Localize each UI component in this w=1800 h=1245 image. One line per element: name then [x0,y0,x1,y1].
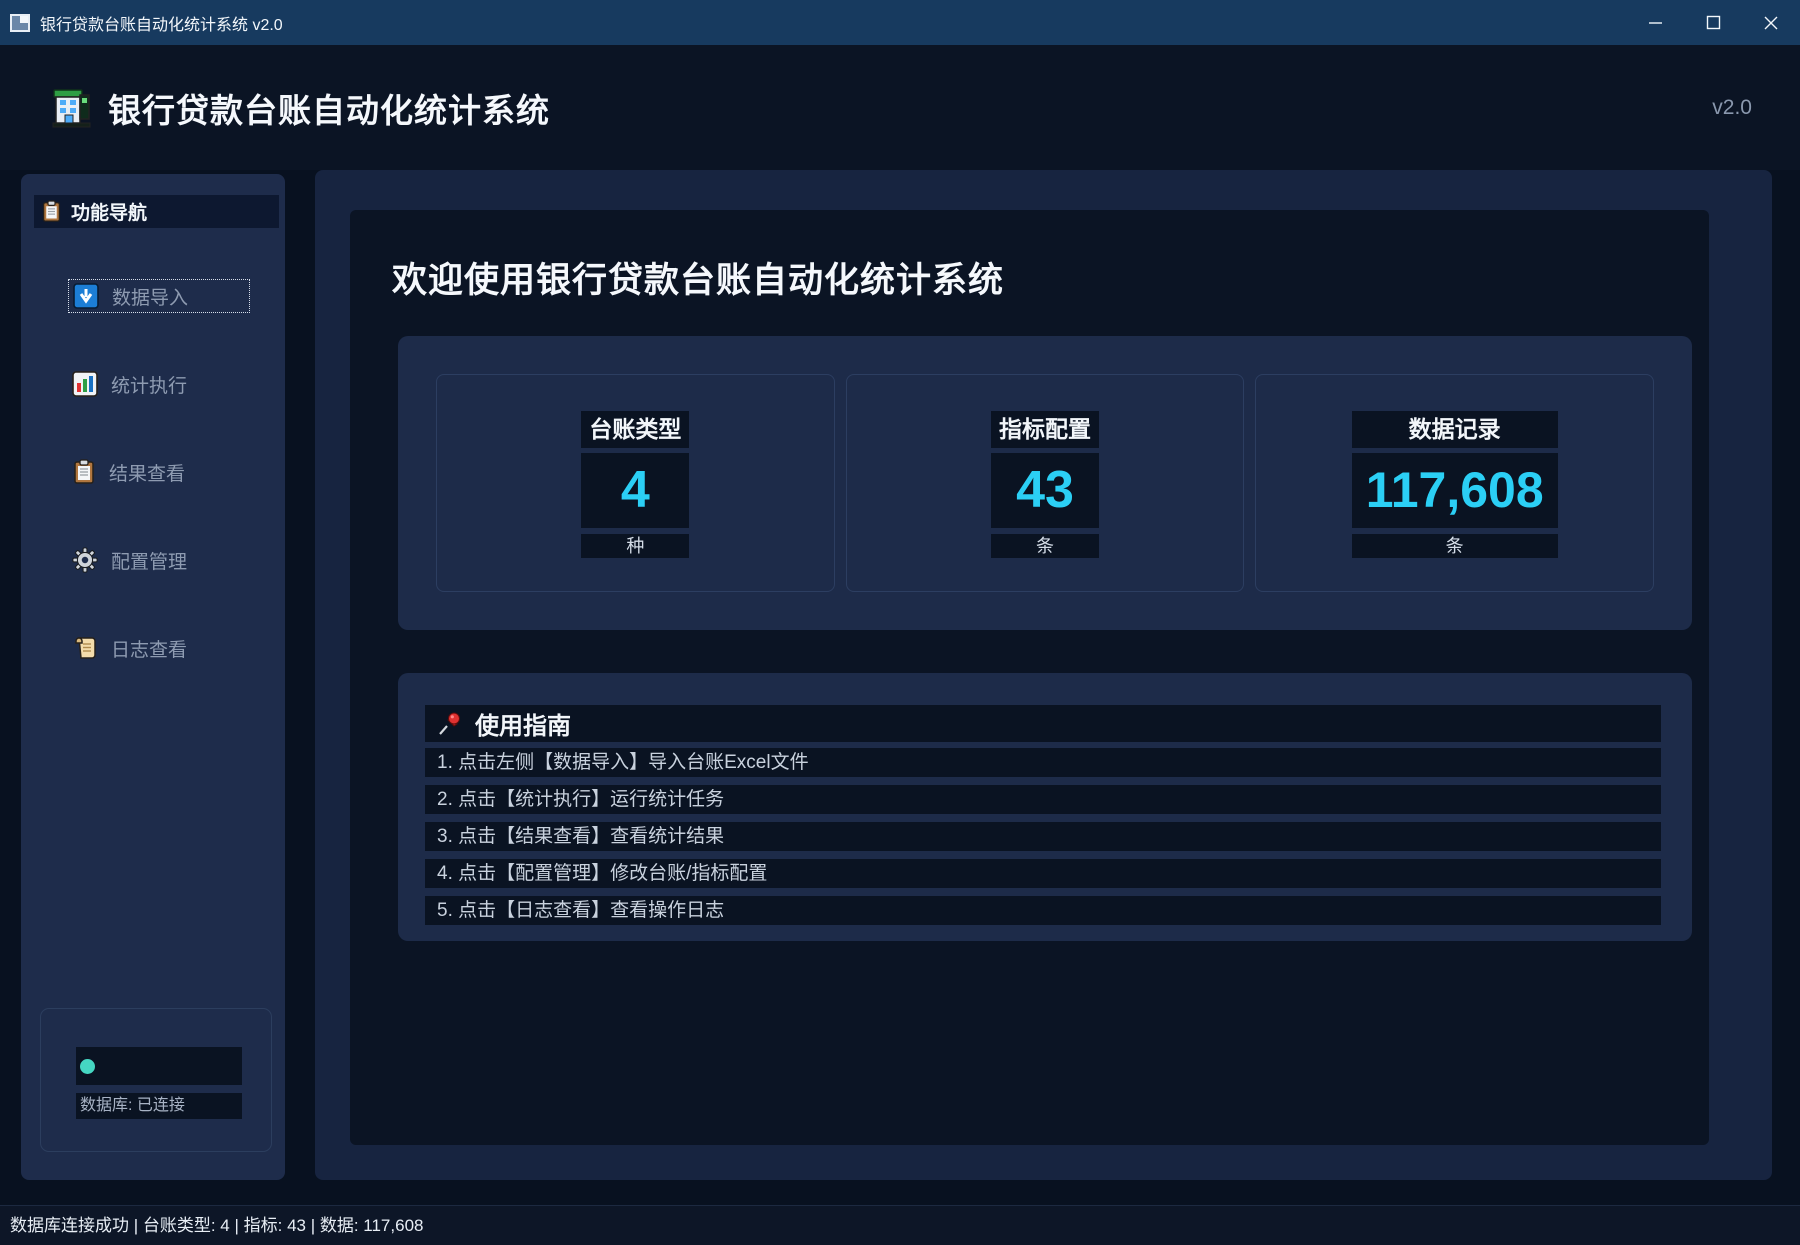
sidebar-item-label: 结果查看 [109,463,186,485]
guide-step-5: 5. 点击【日志查看】查看操作日志 [425,896,1661,925]
stat-value: 43 [991,453,1099,528]
stat-card-indicator-config: 指标配置 43 条 [845,374,1245,592]
database-status-label: 数据库: 已连接 [76,1093,242,1119]
stat-unit: 条 [1351,534,1558,558]
usage-guide-panel: 使用指南 1. 点击左侧【数据导入】导入台账Excel文件 2. 点击【统计执行… [398,673,1692,941]
window-title: 银行贷款台账自动化统计系统 v2.0 [40,16,283,34]
stat-label: 数据记录 [1351,411,1558,448]
guide-step-4: 4. 点击【配置管理】修改台账/指标配置 [425,859,1661,888]
stat-label: 台账类型 [581,411,690,448]
close-button[interactable] [1742,0,1800,45]
maximize-button[interactable] [1684,0,1742,45]
stat-value: 117,608 [1351,453,1558,528]
main-content-area: 欢迎使用银行贷款台账自动化统计系统 台账类型 4 种 指标配置 43 条 数据记… [315,170,1772,1180]
download-arrow-icon [73,283,99,309]
stats-summary-panel: 台账类型 4 种 指标配置 43 条 数据记录 117,608 条 [398,336,1692,630]
database-status-box: 数据库: 已连接 [40,1008,272,1152]
app-header: 银行贷款台账自动化统计系统 v2.0 [0,45,1800,170]
guide-step-3: 3. 点击【结果查看】查看统计结果 [425,822,1661,851]
scroll-icon [72,635,98,661]
window-titlebar: 银行贷款台账自动化统计系统 v2.0 [0,0,1800,45]
sidebar-item-label: 统计执行 [111,375,188,397]
stat-label: 指标配置 [991,411,1099,448]
stat-card-ledger-types: 台账类型 4 种 [436,374,835,592]
sidebar-item-view-results[interactable]: 结果查看 [68,455,250,489]
sidebar-item-label: 数据导入 [112,287,189,309]
usage-guide-header: 使用指南 [425,705,1661,742]
gear-icon [72,547,98,573]
sidebar-item-run-statistics[interactable]: 统计执行 [68,367,250,401]
stat-value: 4 [581,453,690,528]
app-title: 银行贷款台账自动化统计系统 [108,91,550,129]
stat-unit: 种 [581,534,690,558]
sidebar-item-data-import[interactable]: 数据导入 [68,279,250,313]
stat-unit: 条 [991,534,1099,558]
sidebar-item-view-logs[interactable]: 日志查看 [68,631,250,665]
bar-chart-icon [72,371,98,397]
pushpin-icon [437,711,463,737]
sidebar-header: 功能导航 [34,195,279,228]
sidebar-nav-panel: 功能导航 数据导入 统计执行 [21,174,285,1180]
sidebar-item-label: 日志查看 [111,639,188,661]
guide-step-1: 1. 点击左侧【数据导入】导入台账Excel文件 [425,748,1661,777]
clipboard-icon [41,200,62,223]
minimize-button[interactable] [1626,0,1684,45]
window-app-icon [10,13,30,32]
status-dot-icon [80,1058,95,1074]
status-bar: 数据库连接成功 | 台账类型: 4 | 指标: 43 | 数据: 117,608 [0,1205,1800,1245]
database-status-indicator [76,1047,242,1085]
usage-guide-title: 使用指南 [475,713,571,740]
stat-card-data-records: 数据记录 117,608 条 [1255,374,1655,592]
bank-building-icon [50,87,92,129]
sidebar-item-label: 配置管理 [111,551,188,573]
sidebar-header-label: 功能导航 [71,203,148,224]
sidebar-item-config-management[interactable]: 配置管理 [68,543,250,577]
welcome-panel: 欢迎使用银行贷款台账自动化统计系统 台账类型 4 种 指标配置 43 条 数据记… [350,210,1709,1145]
guide-step-2: 2. 点击【统计执行】运行统计任务 [425,785,1661,814]
clipboard-icon [72,459,96,485]
welcome-title: 欢迎使用银行贷款台账自动化统计系统 [392,261,1005,300]
app-version: v2.0 [1712,95,1752,119]
